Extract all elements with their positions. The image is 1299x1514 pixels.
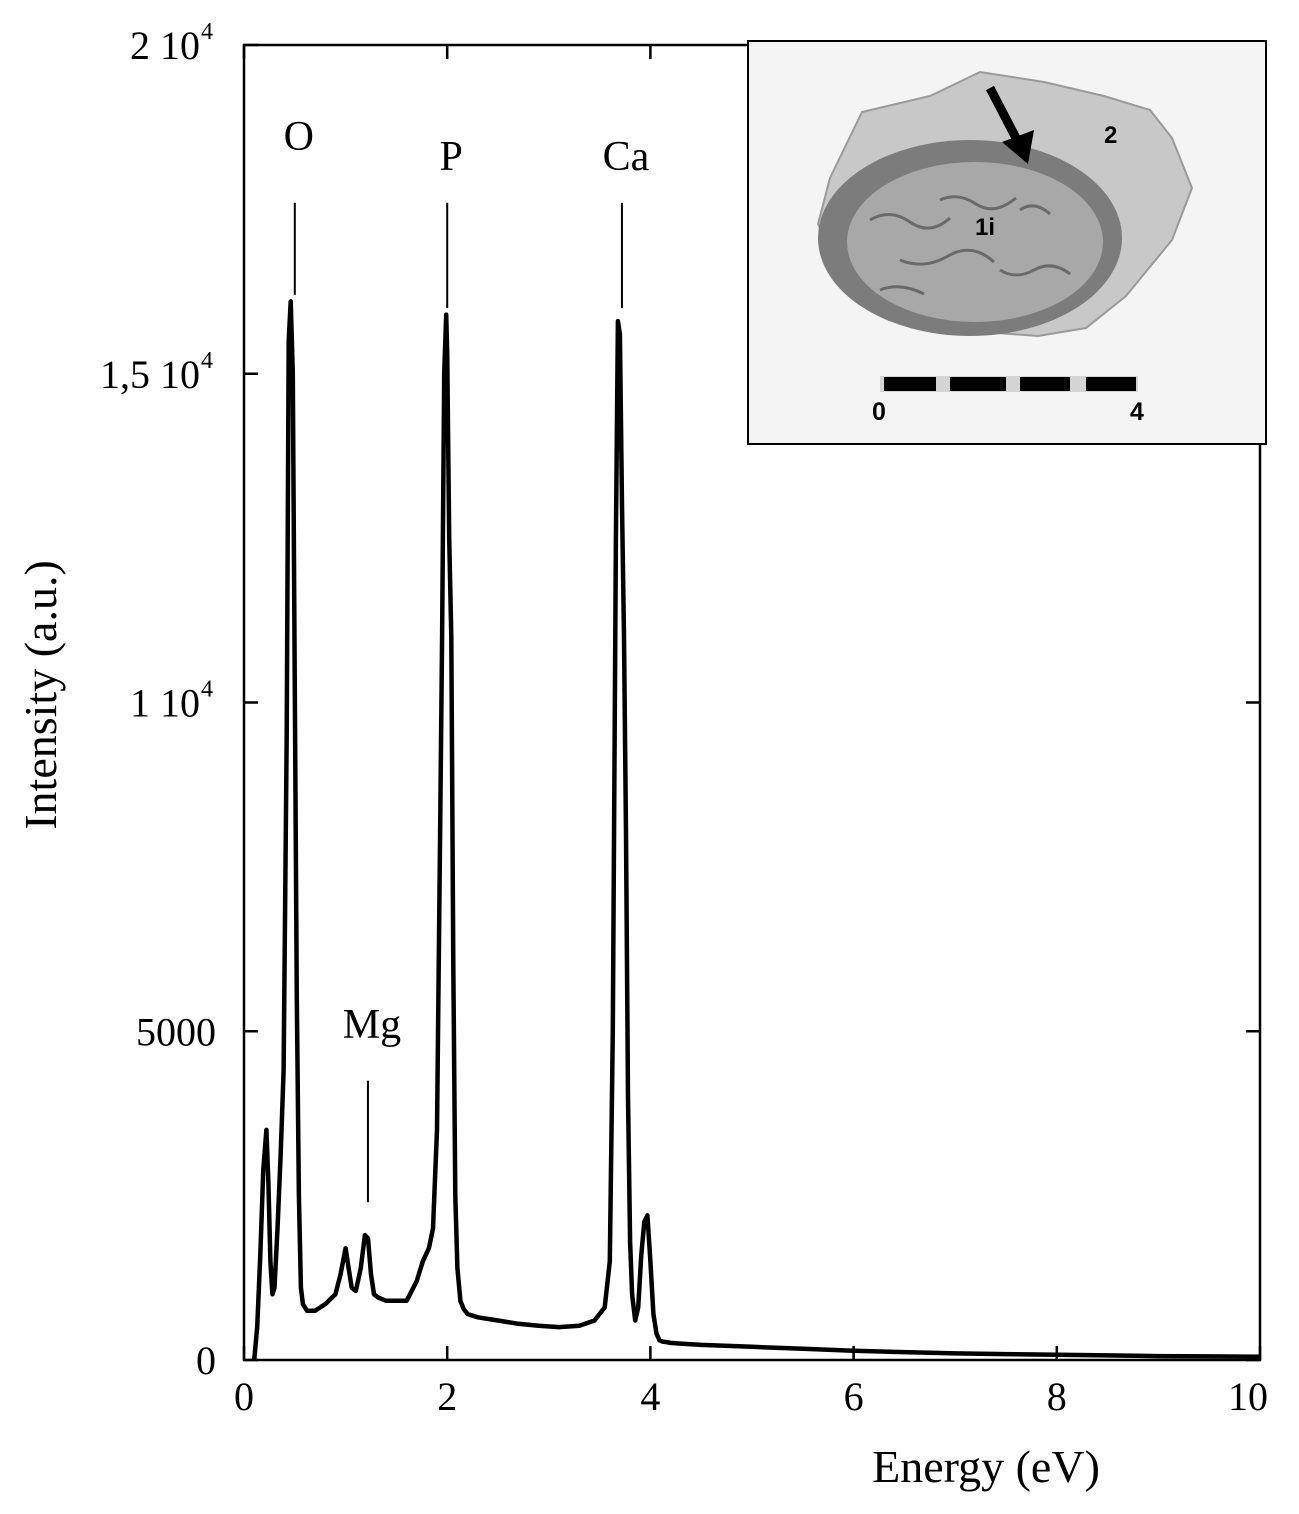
inset-region-label-2: 2 bbox=[1104, 122, 1117, 149]
inset-image: 1i 2 0 4 bbox=[747, 40, 1267, 445]
y-tick-label: 2 10 bbox=[130, 23, 200, 68]
peak-label: P bbox=[440, 134, 463, 180]
peak-label: O bbox=[284, 114, 314, 160]
x-tick-label: 4 bbox=[640, 1374, 660, 1419]
scale-bar-end-label: 4 bbox=[1130, 398, 1144, 426]
x-axis-ticks: 0 2 4 6 8 10 bbox=[234, 45, 1268, 1419]
x-tick-label: 8 bbox=[1047, 1374, 1067, 1419]
y-tick-exponent: 4 bbox=[201, 348, 213, 374]
scale-bar-segment bbox=[950, 377, 1006, 391]
peak-annotations: O P Ca Mg bbox=[284, 114, 650, 1203]
arrow-shaft bbox=[986, 85, 1020, 141]
scale-bar-start-label: 0 bbox=[872, 398, 886, 426]
scale-bar-segment bbox=[884, 377, 936, 391]
x-tick-label: 2 bbox=[437, 1374, 457, 1419]
x-tick-label: 6 bbox=[844, 1374, 864, 1419]
y-tick-label: 0 bbox=[196, 1338, 216, 1383]
x-tick-label: 10 bbox=[1228, 1374, 1268, 1419]
scale-bar-segment bbox=[1086, 377, 1136, 391]
specimen-texture bbox=[869, 195, 1071, 296]
y-tick-exponent: 4 bbox=[201, 677, 213, 703]
spectrum-line bbox=[251, 299, 1261, 1361]
series-group bbox=[251, 299, 1261, 1361]
y-axis-title: Intensity (a.u.) bbox=[15, 560, 66, 830]
arrow-head bbox=[1002, 130, 1034, 164]
peak-label: Ca bbox=[603, 134, 650, 180]
x-tick-label: 0 bbox=[234, 1374, 254, 1419]
y-tick-label: 1,5 10 bbox=[100, 352, 200, 397]
x-axis-title: Energy (eV) bbox=[872, 1441, 1100, 1492]
peak-label: Mg bbox=[343, 1002, 401, 1048]
y-tick-label: 1 10 bbox=[130, 681, 200, 726]
inset-region-label-1i: 1i bbox=[975, 214, 995, 241]
scale-bar-background bbox=[880, 376, 1138, 392]
scale-bar-segment bbox=[1020, 377, 1070, 391]
specimen-core bbox=[847, 162, 1103, 322]
y-tick-label: 5000 bbox=[136, 1009, 216, 1054]
y-tick-exponent: 4 bbox=[201, 19, 213, 45]
